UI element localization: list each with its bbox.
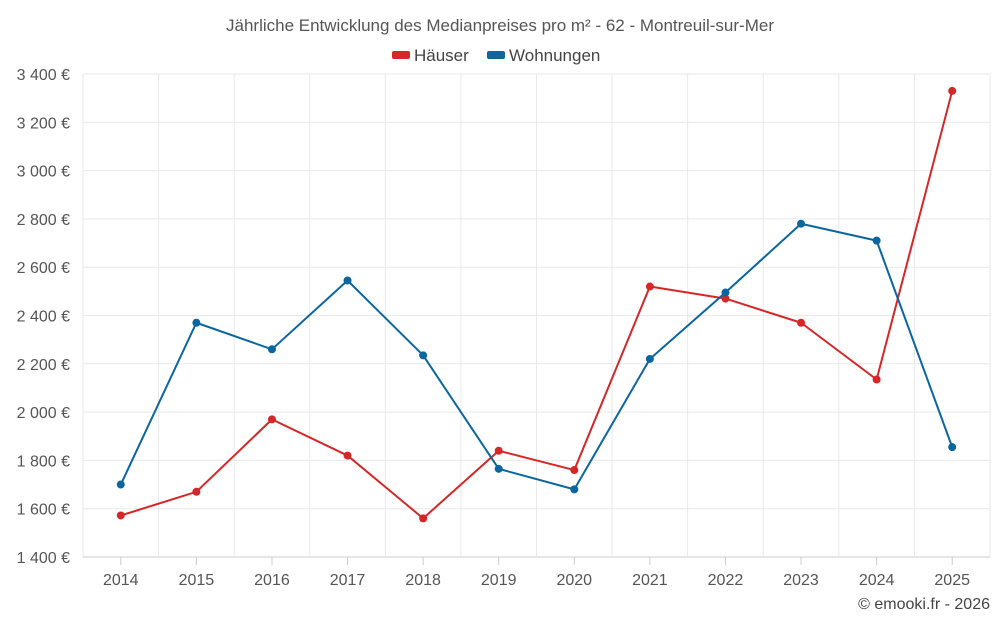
data-point[interactable] [948, 86, 957, 95]
y-tick-label: 1 400 € [17, 550, 70, 567]
data-point[interactable] [797, 318, 806, 327]
data-point[interactable] [494, 464, 503, 473]
legend-swatch [487, 51, 505, 59]
x-tick-label: 2021 [632, 572, 668, 589]
legend-swatch [392, 51, 410, 59]
data-point[interactable] [419, 514, 428, 523]
y-tick-label: 1 600 € [17, 502, 70, 519]
x-tick-label: 2014 [103, 572, 139, 589]
data-point[interactable] [419, 351, 428, 360]
y-tick-label: 3 200 € [17, 115, 70, 132]
legend: Häuser Wohnungen [392, 46, 600, 65]
x-gridlines [82, 74, 991, 557]
y-tick-label: 3 000 € [17, 164, 70, 181]
x-tick-label: 2016 [254, 572, 290, 589]
x-tick-label: 2022 [708, 572, 744, 589]
data-point[interactable] [570, 485, 579, 494]
y-tick-label: 2 800 € [17, 212, 70, 229]
data-point[interactable] [267, 415, 276, 424]
data-point[interactable] [721, 294, 730, 303]
legend-label: Häuser [414, 46, 469, 65]
data-point[interactable] [343, 451, 352, 460]
y-tick-label: 2 200 € [17, 357, 70, 374]
legend-item-wohnungen[interactable]: Wohnungen [487, 46, 600, 65]
y-tick-label: 2 600 € [17, 260, 70, 277]
series-line [120, 90, 954, 520]
data-point[interactable] [797, 219, 806, 228]
data-point[interactable] [645, 354, 654, 363]
x-tick-label: 2024 [859, 572, 895, 589]
series-wohnungen [116, 219, 957, 494]
data-point[interactable] [645, 282, 654, 291]
x-axis-tick-labels: 2014 2015 2016 2017 2018 2019 2020 2021 2022 2023… [103, 557, 970, 589]
data-point[interactable] [343, 276, 352, 285]
legend-label: Wohnungen [509, 46, 600, 65]
y-tick-label: 2 000 € [17, 405, 70, 422]
series-line [119, 222, 954, 491]
x-tick-label: 2020 [556, 572, 592, 589]
data-point[interactable] [267, 345, 276, 354]
data-point[interactable] [721, 288, 730, 297]
data-point[interactable] [192, 318, 201, 327]
y-tick-label: 1 800 € [17, 453, 70, 470]
data-point[interactable] [570, 466, 579, 475]
x-tick-label: 2023 [783, 572, 819, 589]
data-point[interactable] [192, 487, 201, 496]
x-tick-label: 2025 [934, 572, 970, 589]
y-axis-tick-labels: 1 400 € 1 600 € 1 800 € 2 000 € 2 200 € 2 400… [17, 67, 70, 567]
x-tick-label: 2015 [179, 572, 215, 589]
data-point[interactable] [948, 443, 957, 452]
chart-title: Jährliche Entwicklung des Medianpreises … [226, 16, 774, 35]
series-layer [116, 86, 957, 523]
data-point[interactable] [872, 236, 881, 245]
series-häuser [116, 86, 957, 523]
data-point[interactable] [494, 446, 503, 455]
data-point[interactable] [116, 511, 125, 520]
legend-item-häuser[interactable]: Häuser [392, 46, 469, 65]
credit-text: © emooki.fr - 2026 [858, 596, 990, 613]
x-tick-label: 2019 [481, 572, 517, 589]
data-point[interactable] [116, 480, 125, 489]
y-tick-label: 3 400 € [17, 67, 70, 84]
x-tick-label: 2018 [405, 572, 441, 589]
data-point[interactable] [872, 375, 881, 384]
y-tick-label: 2 400 € [17, 309, 70, 326]
x-tick-label: 2017 [330, 572, 366, 589]
